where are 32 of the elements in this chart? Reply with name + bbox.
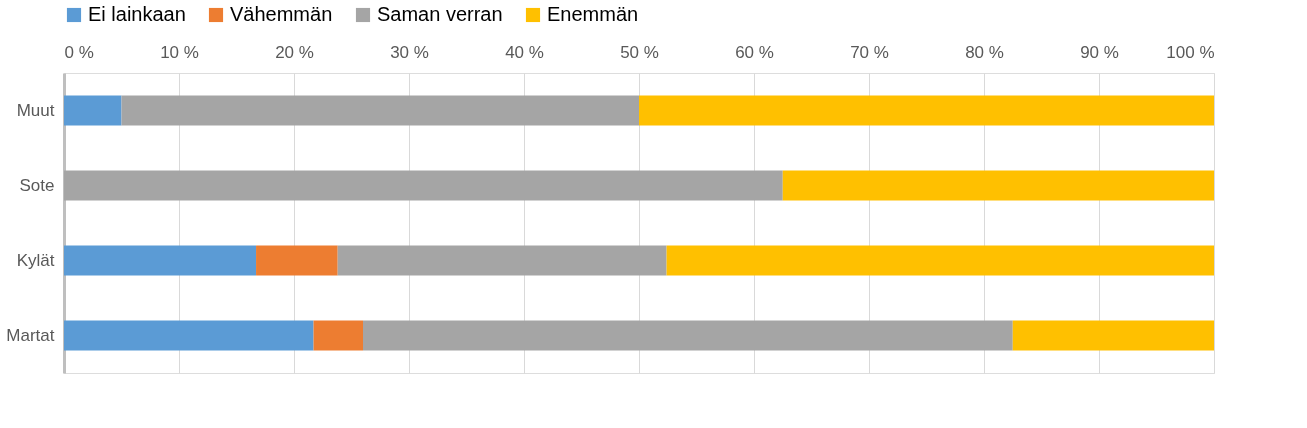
x-tick-label: 90 %	[1080, 42, 1119, 62]
x-tick-label: 50 %	[620, 42, 659, 62]
bar	[64, 170, 783, 201]
x-tick-label: 0 %	[64, 42, 94, 62]
legend-label: Ei lainkaan	[88, 3, 186, 25]
bar	[639, 95, 1214, 126]
x-tick-label: 80 %	[965, 42, 1004, 62]
bar	[782, 170, 1214, 201]
bar	[666, 245, 1214, 276]
x-tick-label: 100 %	[1166, 42, 1215, 62]
bar	[313, 320, 363, 351]
bar	[256, 245, 338, 276]
bar	[337, 245, 667, 276]
legend-label: Vähemmän	[230, 3, 333, 25]
bar	[121, 95, 639, 126]
x-tick-label: 70 %	[850, 42, 889, 62]
y-tick-label: Muut	[16, 100, 55, 120]
bar	[1012, 320, 1214, 351]
x-tick-label: 40 %	[505, 42, 544, 62]
bar	[64, 245, 257, 276]
bar	[64, 95, 122, 126]
y-tick-label: Sote	[19, 175, 55, 195]
bar	[363, 320, 1013, 351]
x-tick-label: 20 %	[275, 42, 314, 62]
y-tick-label: Martat	[6, 325, 55, 345]
x-tick-label: 30 %	[390, 42, 429, 62]
legend-label: Saman verran	[377, 3, 503, 25]
legend-label: Enemmän	[547, 3, 639, 25]
x-tick-label: 10 %	[160, 42, 199, 62]
bar	[64, 320, 314, 351]
y-tick-label: Kylät	[16, 250, 55, 270]
x-tick-label: 60 %	[735, 42, 774, 62]
